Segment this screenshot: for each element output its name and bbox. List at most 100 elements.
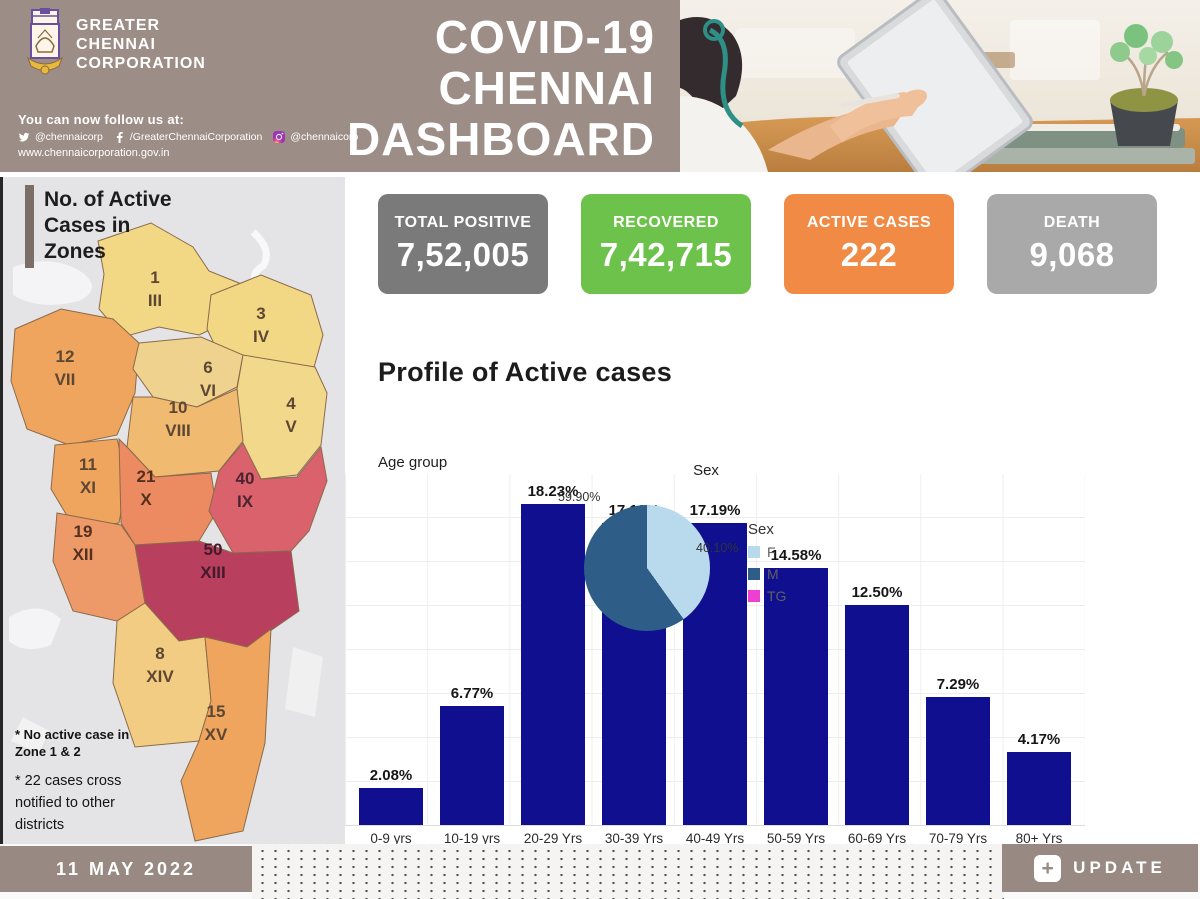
social-handle[interactable]: /GreaterChennaiCorporation xyxy=(129,131,263,143)
zone-IX-cases: 40 xyxy=(236,469,255,488)
title-line-3: DASHBOARD xyxy=(347,113,655,165)
instagram-icon[interactable] xyxy=(273,131,286,143)
body: No. of Active Cases in Zones 1 III 3 IV 12 VI… xyxy=(0,177,1200,846)
sex-pie-chart xyxy=(584,505,710,631)
bar xyxy=(764,568,828,825)
stat-card-total-positive: TOTAL POSITIVE 7,52,005 xyxy=(378,194,548,294)
title-line-2: CHENNAI xyxy=(438,62,655,114)
bar-value-label: 6.77% xyxy=(450,684,494,702)
bar xyxy=(440,705,504,825)
zone-VIII-cases: 10 xyxy=(169,398,188,417)
plus-icon: + xyxy=(1034,854,1062,882)
zone-map: 1 III 3 IV 12 VII 6 VI 4 V 10 VIII 11 XI 21 X 40 IX 19 XII 5… xyxy=(9,222,328,842)
title-line-1: COVID-19 xyxy=(434,11,655,63)
note2-line3: districts xyxy=(15,817,65,833)
legend-title: Sex xyxy=(748,521,774,538)
zone-XIV-cases: 8 xyxy=(155,644,164,663)
org-name: GREATER CHENNAI CORPORATION xyxy=(76,16,206,73)
bar-value-label: 18.23% xyxy=(527,483,579,501)
map-title-line-2: Cases in xyxy=(44,214,131,237)
stat-value: 7,42,715 xyxy=(599,236,733,273)
bar xyxy=(845,605,909,825)
legend-swatch xyxy=(748,546,760,558)
bar xyxy=(1007,751,1071,825)
update-label: UPDATE xyxy=(1073,858,1166,877)
social-handle[interactable]: @chennaicorp xyxy=(35,131,103,143)
zone-IX-numeral: IX xyxy=(237,492,254,511)
stat-label: RECOVERED xyxy=(613,214,719,231)
bar-column-70-79-yrs: 7.29% 70-79 Yrs xyxy=(926,676,990,846)
twitter-icon[interactable] xyxy=(18,132,30,143)
bar-value-label: 2.08% xyxy=(369,767,413,785)
gcc-crest-logo xyxy=(26,8,64,75)
zone-X-numeral: X xyxy=(140,490,152,509)
bar-value-label: 4.17% xyxy=(1017,730,1061,748)
note2-line1: * 22 cases cross xyxy=(15,773,122,789)
zone-V-cases: 4 xyxy=(286,394,296,413)
stats-row: TOTAL POSITIVE 7,52,005 RECOVERED 7,42,715 A… xyxy=(378,194,1157,294)
facebook-icon[interactable] xyxy=(114,131,125,143)
header-photo xyxy=(680,0,1200,172)
zone-map-panel: No. of Active Cases in Zones 1 III 3 IV 12 VI… xyxy=(0,177,345,844)
dot-pattern xyxy=(252,844,1004,899)
bar-value-label: 12.50% xyxy=(851,584,903,601)
zone-XI-cases: 11 xyxy=(79,455,97,474)
zone-XI xyxy=(50,438,128,530)
stat-label: DEATH xyxy=(1043,214,1101,231)
zone-VIII-numeral: VIII xyxy=(165,421,191,440)
zone-VI xyxy=(132,336,244,408)
update-button[interactable]: + UPDATE xyxy=(1002,844,1198,892)
social-block: You can now follow us at: @chennaicorp/G… xyxy=(18,112,364,159)
bar-value-label: 17.19% xyxy=(689,501,741,519)
zone-IV-cases: 3 xyxy=(256,304,265,323)
zone-VII xyxy=(10,308,140,446)
stat-card-recovered: RECOVERED 7,42,715 xyxy=(581,194,751,294)
legend-item-tg: TG xyxy=(748,588,786,604)
map-title-line-3: Zones xyxy=(44,240,106,263)
note-cross-notified: * 22 cases cross notified to other distr… xyxy=(15,770,129,836)
legend-label: F xyxy=(767,544,776,560)
zone-III-numeral: III xyxy=(148,291,162,310)
social-handle[interactable]: @chennaicorp xyxy=(290,131,359,143)
website-link[interactable]: www.chennaicorporation.gov.in xyxy=(18,147,170,159)
legend-label: M xyxy=(767,566,779,582)
zone-III-cases: 1 xyxy=(150,268,159,287)
social-row: @chennaicorp/GreaterChennaiCorporation @c… xyxy=(18,131,364,143)
zone-VII-numeral: VII xyxy=(55,370,76,389)
zone-XII-numeral: XII xyxy=(73,545,94,564)
footer: 11 MAY 2022 + UPDATE xyxy=(0,844,1200,899)
bar-category-label: 40-49 Yrs xyxy=(685,831,745,846)
stat-value: 7,52,005 xyxy=(396,236,530,273)
note2-line2: notified to other xyxy=(15,795,115,811)
stat-value: 9,068 xyxy=(1029,236,1115,273)
zone-V-numeral: V xyxy=(285,417,297,436)
zone-XIV-numeral: XIV xyxy=(146,667,174,686)
legend-label: TG xyxy=(767,588,787,604)
bar-category-label: 70-79 Yrs xyxy=(928,831,988,846)
pie-legend: Sex F M TG xyxy=(748,521,786,610)
title-marker-bar xyxy=(25,185,34,268)
org-line-1: GREATER xyxy=(76,17,161,34)
org-line-2: CHENNAI xyxy=(76,36,156,53)
zone-IV-numeral: IV xyxy=(253,327,270,346)
zone-VII-cases: 12 xyxy=(56,347,75,366)
follow-text: You can now follow us at: xyxy=(18,112,185,127)
stat-card-active-cases: ACTIVE CASES 222 xyxy=(784,194,954,294)
bar xyxy=(359,788,423,825)
legend-item-m: M xyxy=(748,566,786,582)
dashboard-title: COVID-19 CHENNAI DASHBOARD xyxy=(347,12,655,165)
zone-XII-cases: 19 xyxy=(74,522,93,541)
zone-XV xyxy=(180,627,272,842)
bar-column-20-29-yrs: 18.23% 20-29 Yrs xyxy=(521,483,585,846)
bar-category-label: 10-19 yrs xyxy=(443,831,501,846)
stat-label: TOTAL POSITIVE xyxy=(394,214,532,231)
legend-item-f: F xyxy=(748,544,786,560)
bar-column-0-9-yrs: 2.08% 0-9 yrs xyxy=(359,767,423,846)
stat-label: ACTIVE CASES xyxy=(806,214,932,231)
map-title-text: No. of Active Cases in Zones xyxy=(44,185,172,268)
brand: GREATER CHENNAI CORPORATION xyxy=(24,8,206,78)
bar-column-10-19-yrs: 6.77% 10-19 yrs xyxy=(440,684,504,846)
bar xyxy=(521,504,585,825)
pie-label-female: 40.10% xyxy=(696,541,739,555)
zone-VI-cases: 6 xyxy=(203,358,212,377)
